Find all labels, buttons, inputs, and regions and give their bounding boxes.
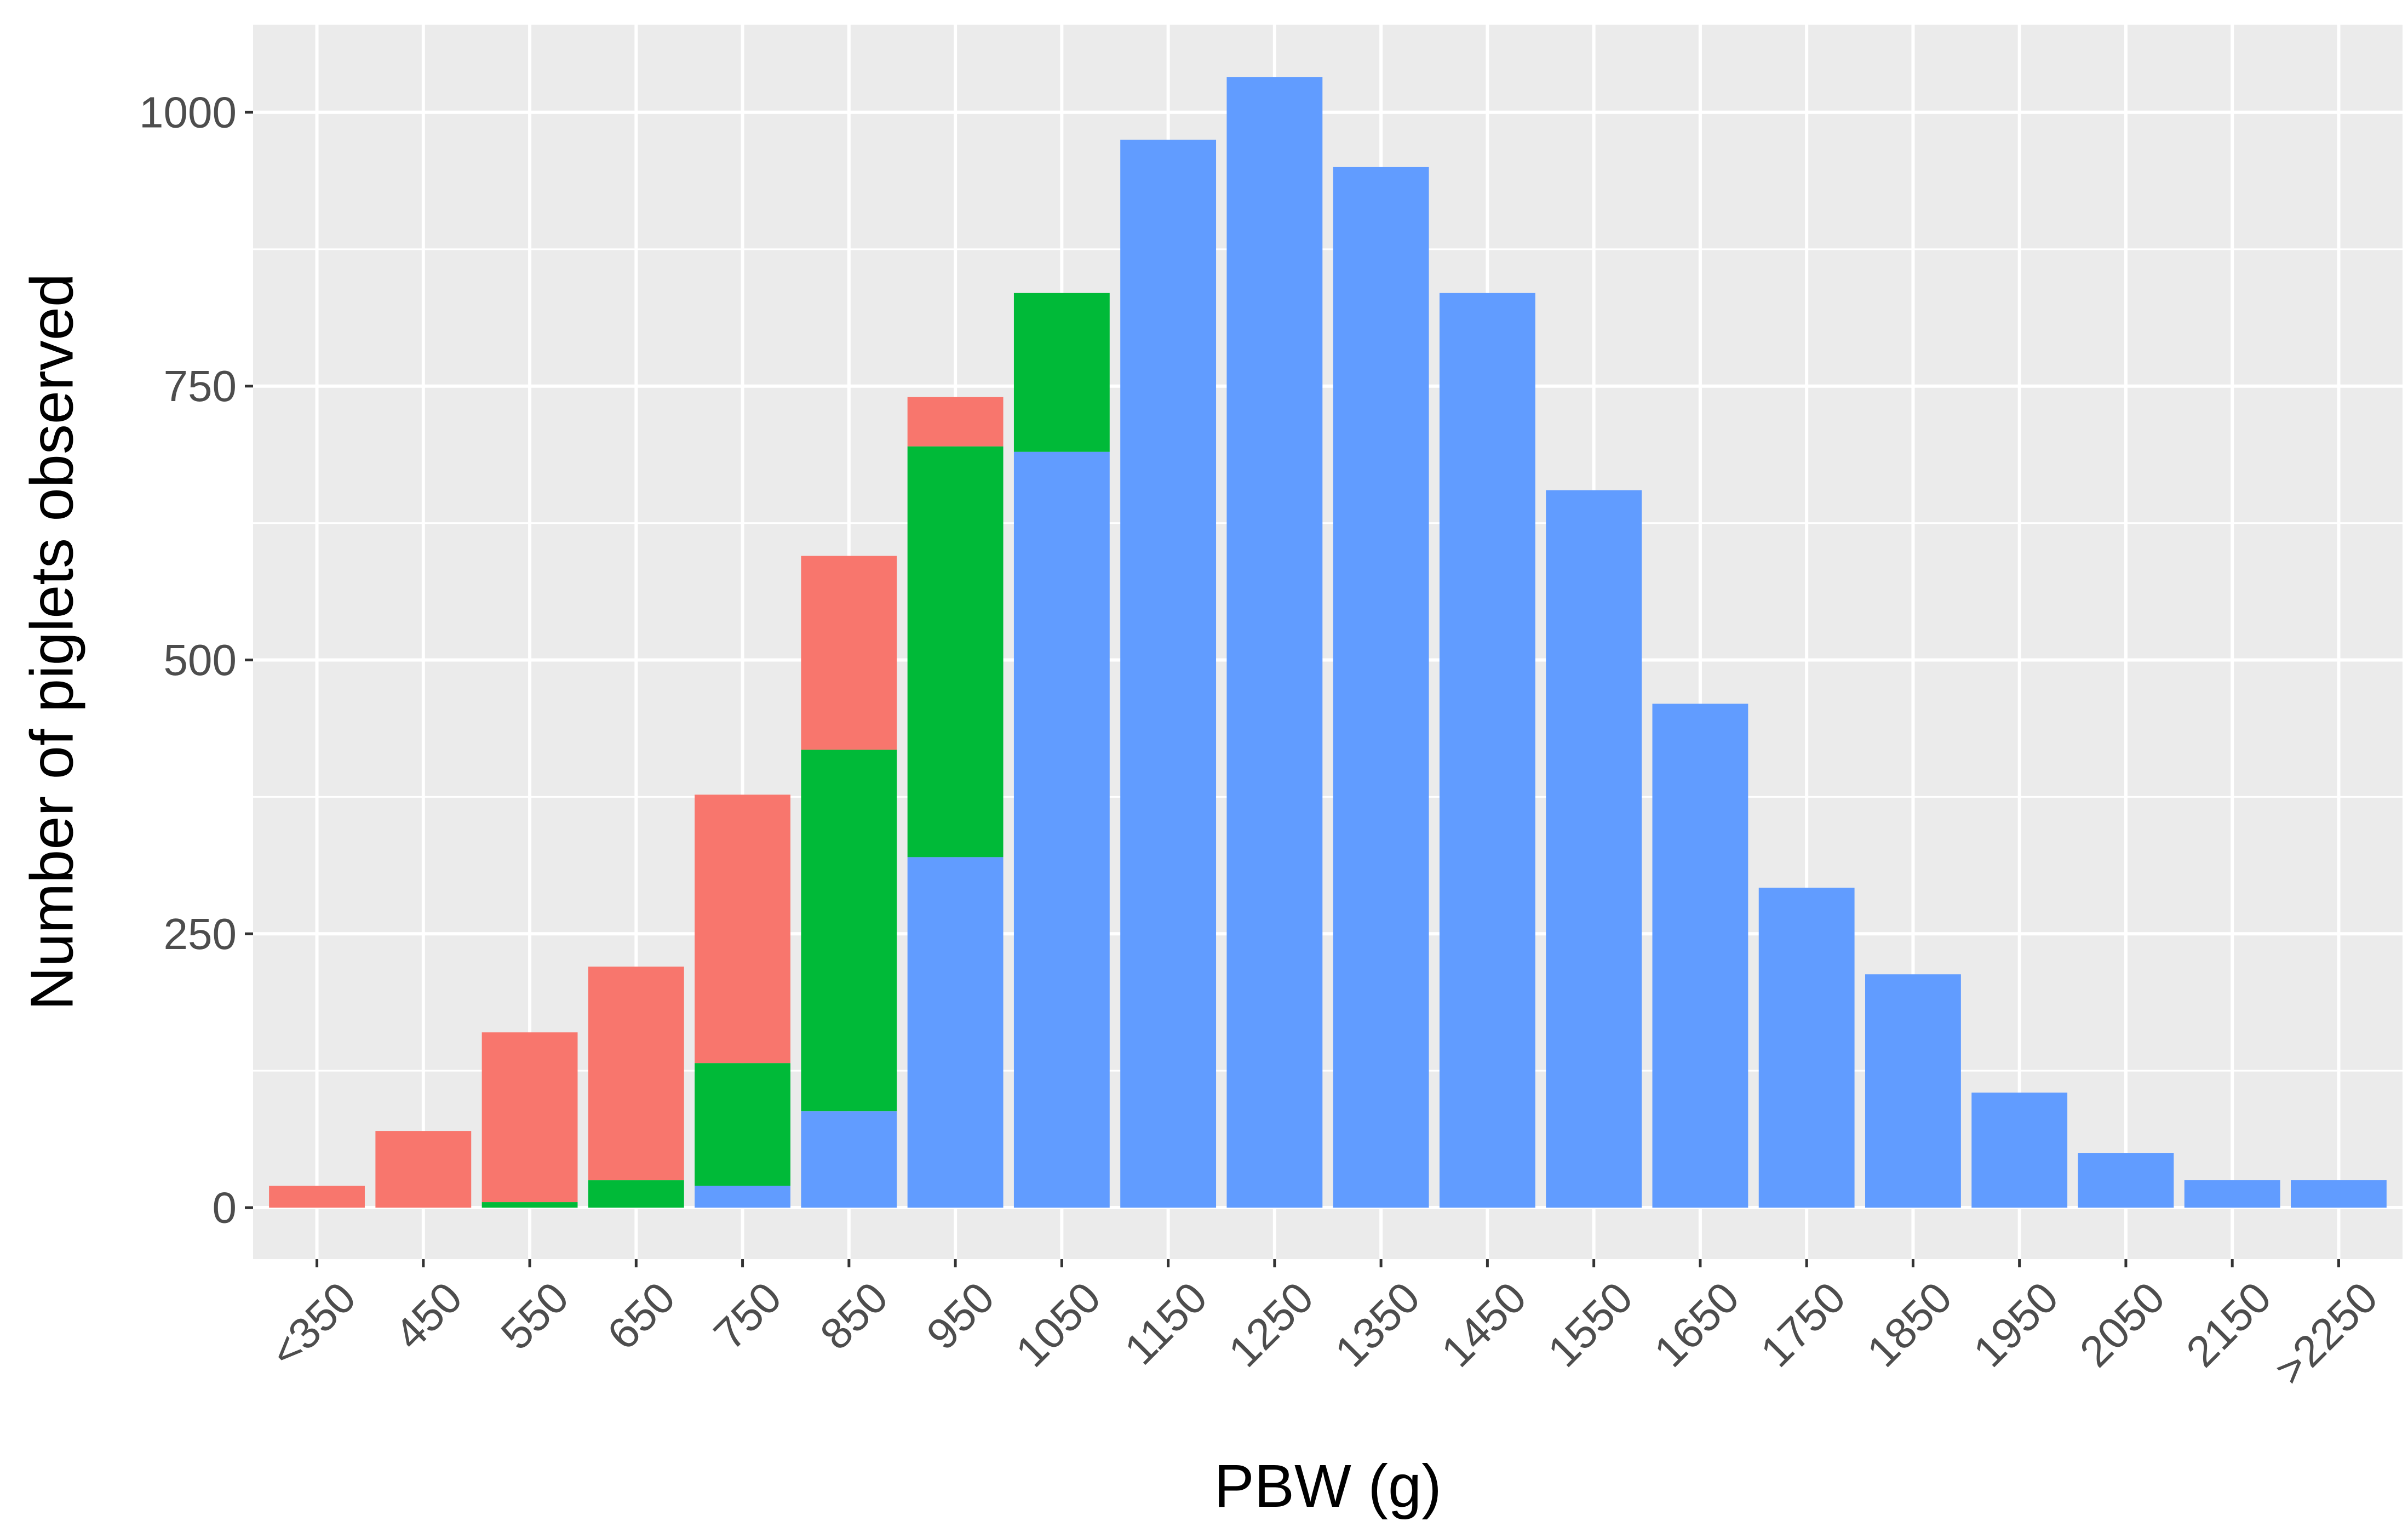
bar-segment-1 [1971,1093,2068,1208]
bar-segment-1 [1120,139,1217,1208]
x-tick-label: 850 [811,1273,897,1359]
x-tick-label: <350 [261,1273,365,1377]
x-tick-label: 1550 [1539,1273,1642,1376]
x-tick-label: 550 [491,1273,577,1359]
bar-segment-2 [1013,293,1110,452]
x-tick-label: 950 [918,1273,1004,1359]
x-tick-label: 1750 [1751,1273,1855,1376]
bar-segment-1 [801,1111,897,1208]
bar-segment-2 [481,1202,578,1208]
bar-segment-1 [2184,1180,2280,1208]
y-tick-label: 1000 [139,88,237,136]
y-axis-title: Number of piglets observed [19,273,86,1010]
bar-segment-3 [695,794,790,1064]
bar-segment-1 [695,1186,790,1208]
bar-segment-1 [1439,293,1535,1208]
bar-segment-3 [269,1186,365,1208]
y-axis-ticks: 0 250 500 750 1000 [139,88,253,1232]
bar-segment-3 [588,967,684,1181]
bar-segment-1 [1226,77,1323,1208]
bar-segment-3 [907,397,1004,447]
bar-segment-1 [1013,451,1110,1208]
bar-segment-1 [1758,888,1855,1208]
bar-segment-3 [481,1032,578,1203]
y-tick-label: 0 [213,1183,237,1232]
x-tick-label: 650 [598,1273,684,1359]
bar-segment-1 [1546,490,1642,1208]
bar-segment-3 [801,556,897,750]
x-tick-label: 1350 [1326,1273,1429,1376]
bar-segment-1 [1333,167,1429,1208]
bar-segment-2 [588,1180,684,1208]
y-tick-label: 250 [164,910,237,958]
bar-segment-3 [375,1131,472,1208]
x-tick-label: 750 [704,1273,790,1359]
bar-segment-1 [1652,704,1748,1208]
x-tick-label: 1050 [1006,1273,1110,1376]
x-axis-ticks: <350 450 550 650 750 850 950 1050 1150 1250 1350 14… [261,1259,2387,1394]
x-tick-label: >2250 [2265,1273,2387,1394]
bar-segment-2 [907,446,1004,857]
bar-segment-1 [1865,974,1961,1208]
x-tick-label: 1150 [1115,1273,1217,1374]
x-tick-label: 1950 [1964,1273,2068,1376]
y-tick-label: 500 [164,636,237,684]
bar-segment-1 [907,857,1004,1208]
bar-segment-2 [695,1063,790,1186]
bars [269,77,2387,1208]
x-tick-label: 450 [385,1273,471,1359]
x-tick-label: 1250 [1219,1273,1323,1376]
x-tick-label: 1650 [1645,1273,1748,1376]
y-tick-label: 750 [164,362,237,410]
x-tick-label: 1450 [1432,1273,1535,1376]
x-tick-label: 2050 [2071,1273,2174,1376]
x-tick-label: 2150 [2177,1273,2280,1376]
x-tick-label: 1850 [1857,1273,1961,1376]
x-axis-title: PBW (g) [1214,1453,1442,1520]
bar-segment-1 [2291,1180,2387,1208]
bar-segment-1 [2078,1153,2174,1208]
bar-segment-2 [801,750,897,1112]
